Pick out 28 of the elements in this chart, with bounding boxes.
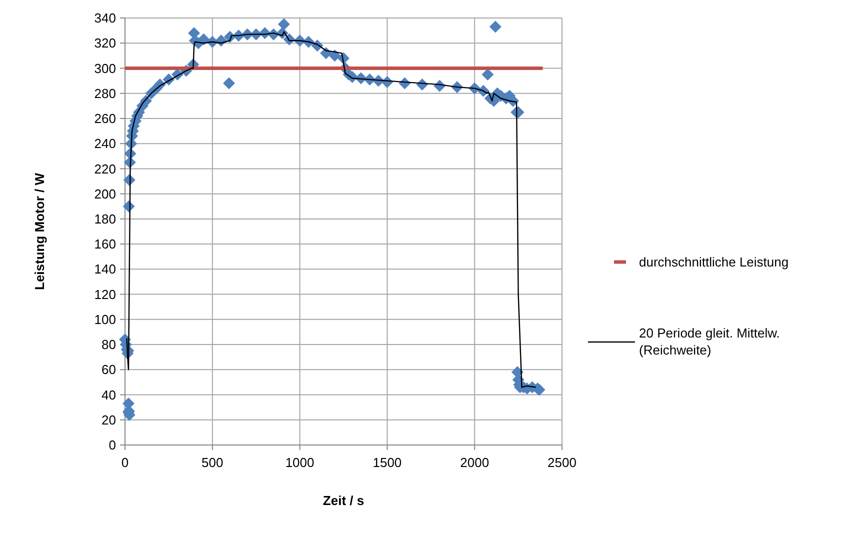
y-tick-label: 80 xyxy=(102,337,116,352)
x-tick-label: 1000 xyxy=(285,455,314,470)
y-tick-label: 260 xyxy=(94,111,116,126)
y-tick-label: 180 xyxy=(94,211,116,226)
y-tick-label: 100 xyxy=(94,312,116,327)
y-tick-label: 240 xyxy=(94,136,116,152)
y-tick-label: 300 xyxy=(94,60,116,76)
y-tick-label: 340 xyxy=(94,10,116,26)
y-tick-label: 280 xyxy=(94,86,116,101)
y-tick-label: 40 xyxy=(102,387,116,402)
y-tick-label: 20 xyxy=(102,412,116,428)
x-tick-label: 0 xyxy=(121,455,129,470)
x-tick-label: 500 xyxy=(202,455,224,470)
legend-label: durchschnittliche Leistung xyxy=(639,254,789,270)
x-axis-title: Zeit / s xyxy=(322,493,364,508)
y-tick-label: 200 xyxy=(94,186,116,202)
y-tick-label: 320 xyxy=(94,36,116,51)
y-tick-label: 60 xyxy=(102,362,116,378)
x-tick-label: 1500 xyxy=(372,455,402,470)
y-tick-label: 160 xyxy=(94,236,116,252)
x-tick-label: 2000 xyxy=(460,455,490,470)
y-tick-label: 140 xyxy=(94,262,116,277)
y-tick-label: 0 xyxy=(108,438,116,453)
legend-label: 20 Periode gleit. Mittelw. (Reichweite) xyxy=(639,326,780,358)
y-axis-title: Leistung Motor / W xyxy=(32,172,47,290)
y-tick-label: 120 xyxy=(94,286,116,302)
y-tick-label: 220 xyxy=(94,161,116,176)
x-tick-label: 2500 xyxy=(548,455,576,470)
